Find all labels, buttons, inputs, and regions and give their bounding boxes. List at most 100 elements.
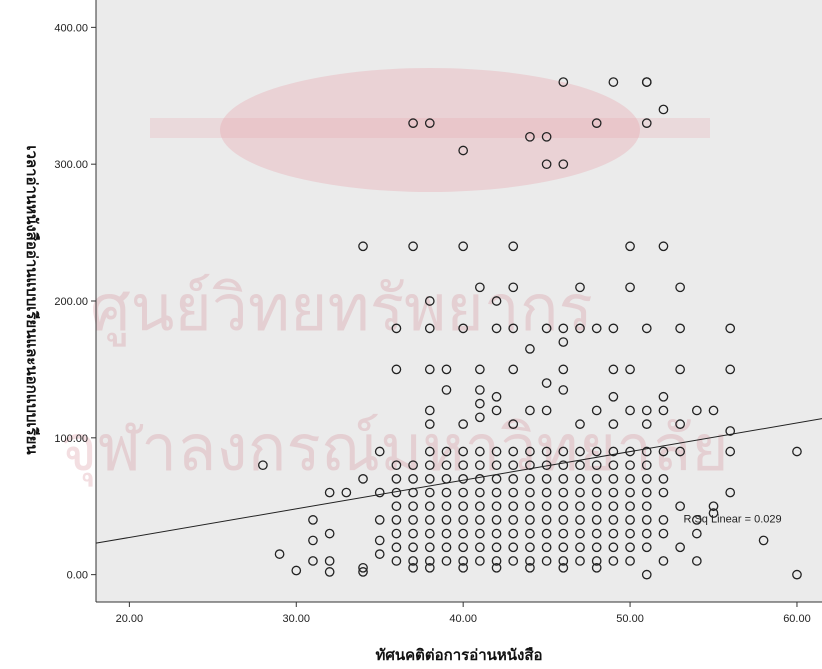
data-point — [391, 323, 402, 334]
data-point — [608, 364, 619, 375]
data-point — [374, 515, 385, 525]
data-point — [391, 364, 402, 375]
data-point — [591, 501, 602, 512]
data-point — [424, 364, 435, 375]
data-point — [508, 542, 519, 553]
data-point — [341, 487, 352, 498]
data-point — [441, 515, 452, 525]
data-point — [708, 501, 719, 512]
data-point — [641, 542, 652, 553]
data-point — [641, 323, 652, 334]
data-point — [441, 364, 452, 375]
data-point — [424, 556, 435, 566]
data-point — [558, 528, 569, 539]
data-point — [558, 364, 569, 375]
data-point — [458, 460, 469, 471]
data-point — [408, 501, 418, 512]
data-point — [475, 364, 485, 375]
data-point — [391, 515, 402, 525]
data-point — [625, 556, 635, 566]
data-point — [324, 567, 335, 577]
data-point — [625, 542, 635, 553]
data-point — [641, 118, 652, 128]
data-point — [424, 419, 435, 429]
data-point — [491, 501, 502, 512]
data-point — [508, 282, 519, 293]
data-point — [575, 446, 585, 457]
data-point — [441, 446, 452, 457]
data-point — [525, 344, 535, 354]
data-point — [391, 460, 402, 471]
data-point — [625, 446, 635, 457]
data-point — [725, 446, 736, 457]
data-point — [458, 241, 469, 252]
data-point — [541, 501, 552, 512]
data-point — [658, 391, 669, 402]
data-point — [491, 556, 502, 566]
data-point — [475, 398, 485, 409]
data-point — [641, 446, 652, 457]
fit-line — [95, 418, 822, 544]
data-point — [608, 542, 619, 553]
data-point — [575, 460, 585, 471]
y-tick-label: 0.00 — [67, 570, 88, 582]
data-point — [491, 542, 502, 553]
data-point — [558, 385, 569, 395]
data-point — [658, 405, 669, 416]
data-point — [408, 542, 418, 553]
data-point — [458, 145, 469, 156]
data-point — [324, 487, 335, 498]
data-point — [641, 487, 652, 498]
data-point — [625, 487, 635, 498]
watermark-emblem-bar — [150, 118, 710, 138]
data-point — [525, 501, 535, 512]
data-point — [458, 446, 469, 457]
data-point — [608, 323, 619, 334]
data-point — [424, 515, 435, 525]
data-point — [525, 460, 535, 471]
data-point — [458, 556, 469, 566]
data-point — [424, 474, 435, 484]
data-point — [575, 556, 585, 566]
data-point — [625, 474, 635, 484]
data-point — [625, 282, 635, 293]
data-point — [458, 515, 469, 525]
fit-line-group: R Sq Linear = 0.029 — [95, 418, 822, 544]
data-point — [641, 419, 652, 429]
data-point — [358, 562, 368, 573]
data-point — [625, 501, 635, 512]
data-point — [658, 241, 669, 252]
data-point — [608, 501, 619, 512]
data-point — [641, 528, 652, 539]
data-point — [558, 562, 569, 573]
data-point — [475, 501, 485, 512]
data-point — [541, 528, 552, 539]
x-tick-label: 20.00 — [116, 613, 144, 625]
data-point — [525, 405, 535, 416]
data-point — [575, 542, 585, 553]
data-point — [575, 282, 585, 293]
data-point — [475, 487, 485, 498]
data-point — [458, 474, 469, 484]
data-point — [541, 542, 552, 553]
data-point — [591, 118, 602, 128]
data-point — [575, 501, 585, 512]
data-point — [491, 405, 502, 416]
data-point — [625, 528, 635, 539]
data-point — [458, 528, 469, 539]
data-point — [608, 77, 619, 87]
data-point — [575, 323, 585, 334]
data-point — [558, 323, 569, 334]
x-axis-title: ทัศนคติต่อการอ่านหนังสือ — [375, 646, 542, 664]
data-point — [424, 542, 435, 553]
data-point — [374, 535, 385, 546]
data-point — [641, 474, 652, 484]
data-point — [541, 474, 552, 484]
data-point — [508, 501, 519, 512]
y-tick-label: 400.00 — [54, 22, 88, 34]
data-point — [491, 391, 502, 402]
data-point — [558, 446, 569, 457]
data-point — [475, 385, 485, 395]
data-point — [575, 515, 585, 525]
data-point — [508, 419, 519, 429]
